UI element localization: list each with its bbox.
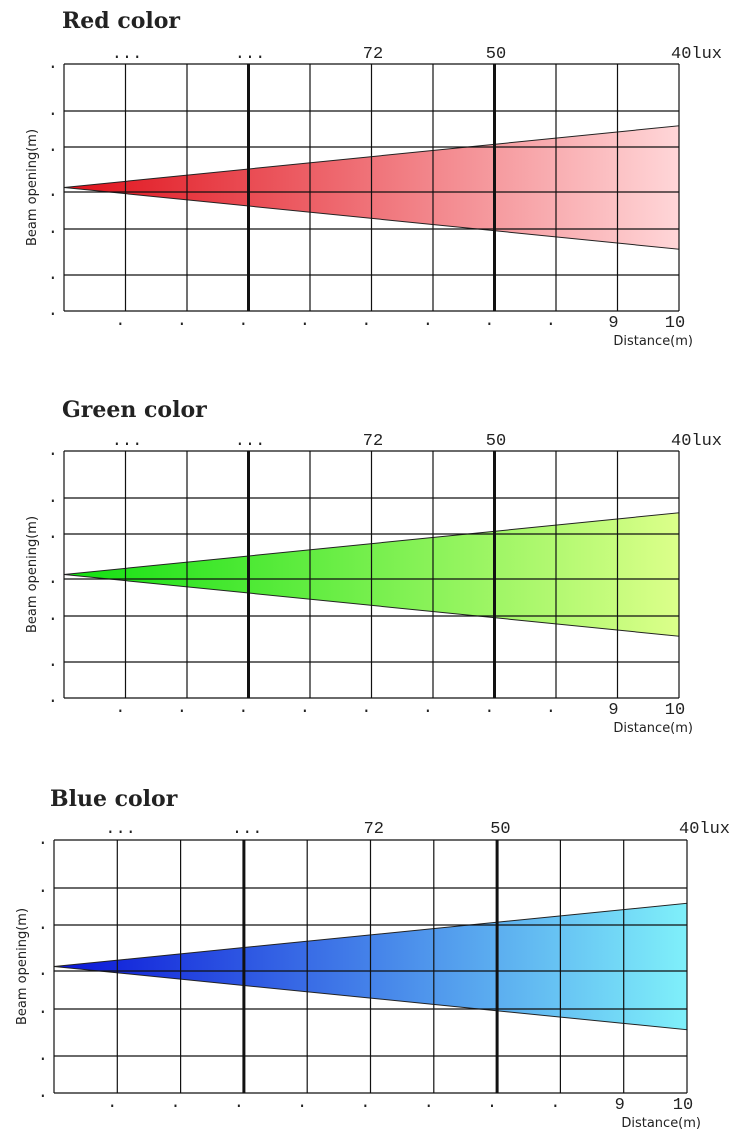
lux-label: 72: [363, 432, 383, 451]
y-tick-label: .: [48, 653, 58, 672]
y-tick-label: .: [38, 879, 48, 898]
y-tick-label: .: [48, 442, 58, 461]
y-axis-label: Beam opening(m): [25, 516, 40, 633]
y-tick-label: .: [48, 220, 58, 239]
y-tick-label: .: [38, 831, 48, 850]
x-tick-label: .: [487, 1094, 497, 1113]
x-tick-label: .: [423, 312, 433, 331]
y-tick-label: .: [48, 55, 58, 74]
y-tick-label: .: [48, 302, 58, 321]
y-tick-label: .: [48, 489, 58, 508]
lux-label: 50: [486, 432, 506, 451]
x-tick-label: .: [546, 699, 556, 718]
x-tick-label: .: [300, 312, 310, 331]
x-tick-label: .: [238, 699, 248, 718]
y-tick-label: .: [48, 607, 58, 626]
y-tick-label: .: [48, 138, 58, 157]
lux-label: ...: [105, 820, 136, 839]
y-tick-label: .: [38, 1047, 48, 1066]
lux-label: 40lux: [679, 820, 730, 839]
x-tick-label: .: [546, 312, 556, 331]
lux-label: 40lux: [671, 45, 722, 64]
x-tick-label: .: [484, 699, 494, 718]
beam-chart-2: Blue color............... 9 10...... 72 50 40…: [15, 786, 730, 1131]
x-tick-label: .: [234, 1094, 244, 1113]
x-tick-label: .: [115, 699, 125, 718]
x-tick-label: 9: [615, 1096, 625, 1115]
y-tick-label: .: [38, 1000, 48, 1019]
x-tick-label: .: [484, 312, 494, 331]
lux-label: ...: [235, 45, 266, 64]
x-axis-label: Distance(m): [613, 334, 693, 349]
y-tick-label: .: [48, 266, 58, 285]
lux-label: 72: [364, 820, 384, 839]
y-tick-label: .: [48, 689, 58, 708]
x-axis-label: Distance(m): [613, 721, 693, 736]
chart-title: Green color: [62, 397, 207, 423]
lux-label: ...: [232, 820, 263, 839]
lux-label: 50: [486, 45, 506, 64]
x-tick-label: .: [238, 312, 248, 331]
x-tick-label: .: [360, 1094, 370, 1113]
y-tick-label: .: [38, 1084, 48, 1103]
y-axis-label: Beam opening(m): [15, 908, 30, 1025]
y-tick-label: .: [38, 916, 48, 935]
x-tick-label: 9: [608, 314, 618, 333]
x-tick-label: .: [300, 699, 310, 718]
y-tick-label: .: [48, 525, 58, 544]
lux-label: ...: [235, 432, 266, 451]
y-tick-label: .: [48, 570, 58, 589]
x-tick-label: .: [297, 1094, 307, 1113]
x-tick-label: .: [115, 312, 125, 331]
chart-title: Blue color: [50, 786, 178, 812]
lux-label: 50: [490, 820, 510, 839]
x-tick-label: .: [424, 1094, 434, 1113]
x-tick-label: 9: [608, 701, 618, 720]
y-axis-label: Beam opening(m): [25, 129, 40, 246]
chart-title: Red color: [62, 8, 180, 34]
x-tick-label: 10: [673, 1096, 693, 1115]
lux-label: 72: [363, 45, 383, 64]
x-tick-label: .: [107, 1094, 117, 1113]
y-tick-label: .: [48, 102, 58, 121]
y-tick-label: .: [38, 962, 48, 981]
x-tick-label: .: [361, 312, 371, 331]
x-tick-label: 10: [665, 314, 685, 333]
lux-label: ...: [112, 45, 143, 64]
x-axis-label: Distance(m): [621, 1116, 701, 1131]
lux-label: 40lux: [671, 432, 722, 451]
x-tick-label: .: [177, 312, 187, 331]
x-tick-label: .: [170, 1094, 180, 1113]
x-tick-label: 10: [665, 701, 685, 720]
lux-label: ...: [112, 432, 143, 451]
beam-chart-0: Red color............... 9 10...... 72 50 40l…: [25, 8, 722, 349]
beam-chart-1: Green color............... 9 10...... 72 50 4…: [25, 397, 722, 736]
y-tick-label: .: [48, 183, 58, 202]
x-tick-label: .: [361, 699, 371, 718]
x-tick-label: .: [177, 699, 187, 718]
x-tick-label: .: [423, 699, 433, 718]
x-tick-label: .: [550, 1094, 560, 1113]
